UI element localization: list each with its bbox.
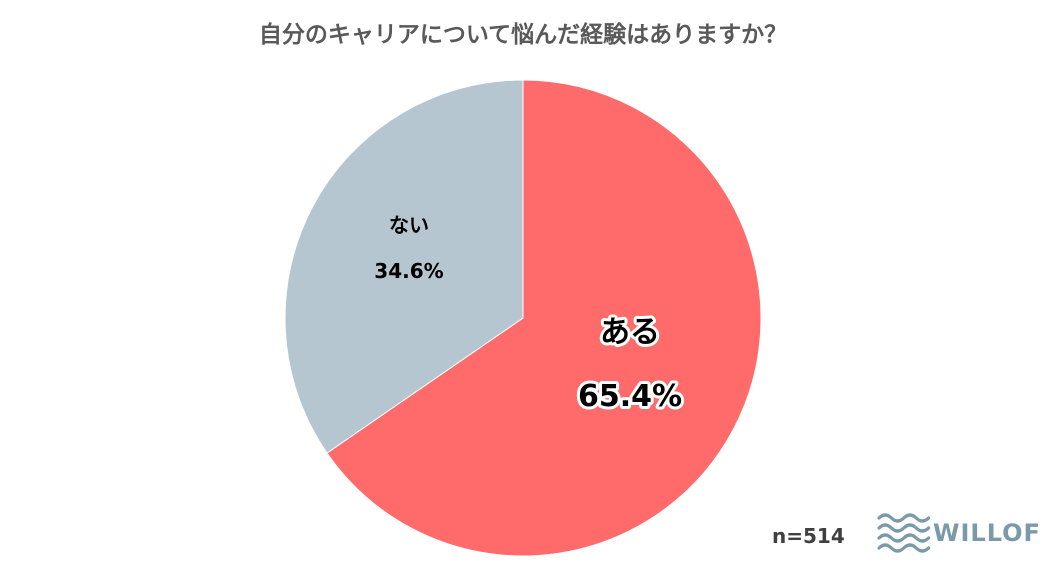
pie-slice-1 (284, 79, 524, 454)
slice-value-label-0: 65.4% (578, 379, 682, 414)
brand-logo: WILLOF (877, 513, 1041, 553)
slice-label-1: ない (389, 213, 429, 237)
wave-lines-icon (877, 513, 931, 553)
pie-slice-0 (326, 79, 762, 557)
sample-size-label: n=514 (772, 524, 845, 548)
pie-labels: ある 65.4% ない 34.6% (374, 213, 685, 417)
chart-title: 自分のキャリアについて悩んだ経験はありますか？ (259, 21, 787, 48)
pie-slices (284, 79, 762, 557)
brand-name: WILLOF (933, 519, 1041, 547)
slice-label-0: ある (600, 315, 660, 350)
slice-value-label-1: 34.6% (374, 259, 443, 283)
